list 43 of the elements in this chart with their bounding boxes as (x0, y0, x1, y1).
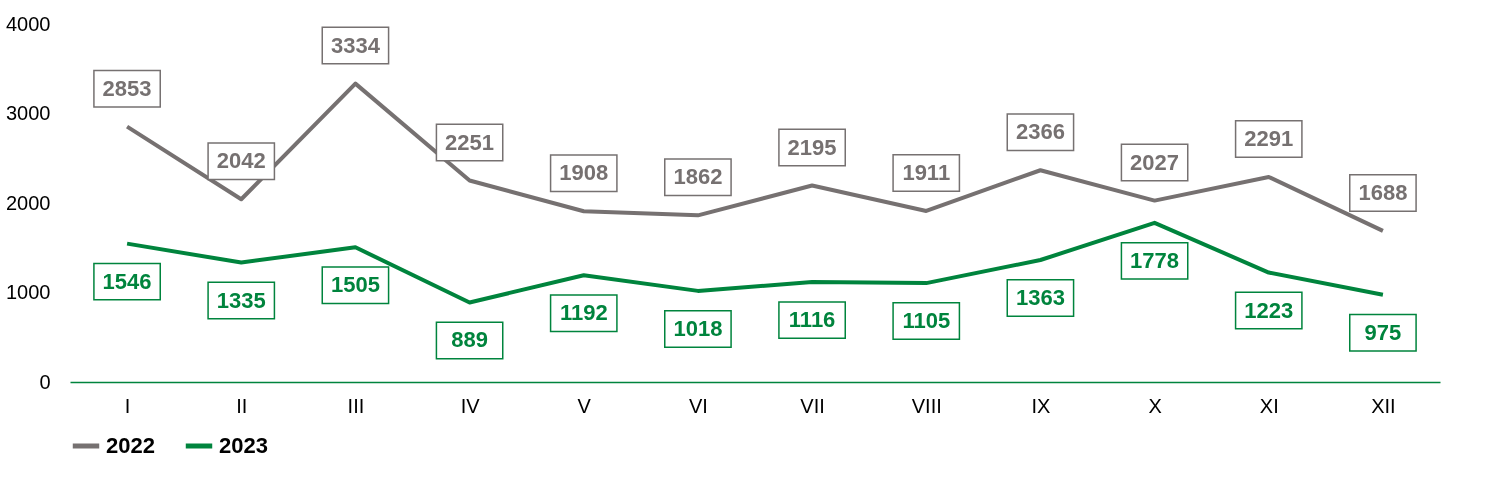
x-tick-label: VII (800, 394, 825, 417)
y-tick-label: 4000 (6, 12, 51, 35)
y-tick-label: 0 (39, 370, 51, 393)
data-label: 1505 (330, 272, 380, 298)
data-label: 1018 (673, 315, 723, 341)
data-label: 889 (451, 327, 488, 353)
data-label: 1192 (559, 300, 608, 326)
data-label: 1546 (102, 268, 152, 294)
data-label: 2042 (216, 148, 266, 174)
x-tick-label: X (1148, 394, 1162, 417)
x-tick-label: IV (460, 394, 481, 417)
x-tick-label: XI (1259, 394, 1279, 417)
data-label: 1105 (902, 308, 951, 334)
data-label: 1911 (902, 159, 951, 185)
data-label: 2291 (1244, 125, 1294, 151)
data-label: 3334 (330, 32, 381, 58)
x-tick-label: XII (1371, 394, 1396, 417)
data-label: 2853 (102, 75, 152, 101)
data-label: 1778 (1130, 247, 1180, 273)
data-label: 2251 (445, 129, 495, 155)
data-label: 1363 (1015, 285, 1065, 311)
x-tick-label: III (347, 394, 365, 417)
x-tick-label: I (124, 394, 131, 417)
data-label: 2195 (787, 134, 837, 160)
x-tick-label: VIII (911, 394, 942, 417)
data-label: 1116 (788, 307, 836, 333)
y-tick-label: 3000 (6, 102, 51, 124)
data-label: 2366 (1015, 119, 1065, 145)
y-tick-label: 2000 (6, 191, 51, 214)
x-tick-label: VI (688, 394, 708, 417)
data-label: 1862 (673, 164, 723, 190)
y-tick-label: 1000 (6, 281, 51, 303)
data-label: 2027 (1130, 149, 1180, 175)
x-tick-label: II (236, 394, 248, 417)
data-label: 1688 (1358, 179, 1408, 205)
data-label: 1223 (1244, 297, 1294, 323)
x-tick-label: V (577, 394, 592, 417)
data-label: 1335 (216, 287, 266, 313)
data-label: 1908 (559, 160, 609, 186)
data-label: 975 (1364, 319, 1402, 345)
legend-label: 2022 (106, 433, 155, 458)
legend-label: 2023 (219, 433, 268, 458)
x-tick-label: IX (1031, 394, 1051, 417)
